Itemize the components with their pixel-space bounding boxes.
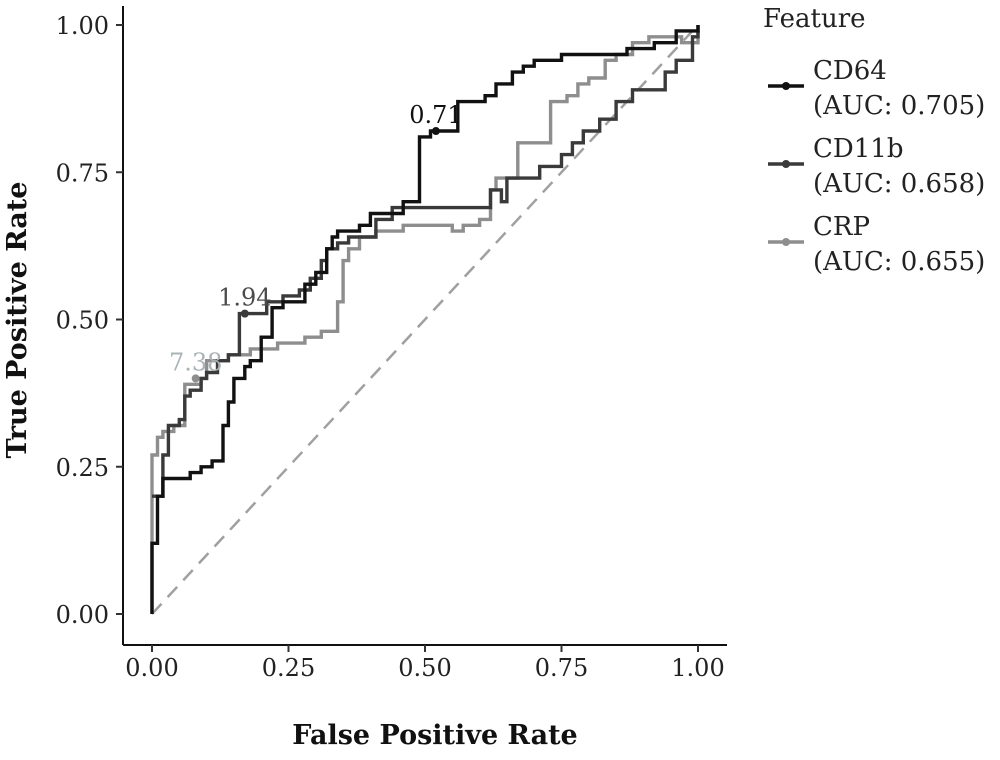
legend-auc-cd64: (AUC: 0.705) — [813, 91, 985, 121]
x-tick-label: 0.00 — [125, 654, 178, 682]
y-tick-label: 0.00 — [56, 601, 109, 629]
axes: 0.00 0.25 0.50 0.75 1.00 0.00 0.25 0.50 0.75 1.00 — [56, 6, 727, 682]
legend-key-point-cd11b — [782, 160, 790, 168]
threshold-label-crp: 7.38 — [169, 348, 222, 376]
threshold-label-cd64: 0.71 — [409, 101, 462, 129]
series-line-cd64 — [150, 25, 700, 614]
y-tick-label: 0.25 — [56, 454, 109, 482]
threshold-point-crp — [191, 374, 200, 383]
series-line-cd11b — [152, 25, 700, 498]
legend-label-cd11b: CD11b — [813, 134, 903, 164]
legend-title: Feature — [763, 4, 866, 34]
threshold-point-cd64 — [431, 127, 440, 136]
threshold-point-cd11b — [240, 309, 249, 318]
x-tick-label: 0.50 — [398, 654, 451, 682]
legend-key-point-crp — [782, 238, 790, 246]
legend-key-point-cd64 — [782, 82, 790, 90]
x-tick-label: 1.00 — [671, 654, 724, 682]
legend-auc-cd11b: (AUC: 0.658) — [813, 169, 985, 199]
legend-label-cd64: CD64 — [813, 56, 887, 86]
y-tick-label: 0.75 — [56, 159, 109, 187]
x-tick-label: 0.25 — [262, 654, 315, 682]
x-axis-title: False Positive Rate — [292, 720, 577, 751]
y-tick-label: 0.50 — [56, 307, 109, 335]
y-axis-title: True Positive Rate — [2, 182, 33, 459]
plot-area: 0.71 1.94 7.38 — [150, 24, 700, 615]
legend: Feature CD64 (AUC: 0.705) CD11b (AUC: 0.658… — [763, 4, 985, 277]
threshold-label-cd11b: 1.94 — [218, 284, 271, 312]
reference-diagonal-line — [151, 24, 699, 615]
legend-auc-crp: (AUC: 0.655) — [813, 247, 985, 277]
y-tick-label: 1.00 — [56, 12, 109, 40]
legend-label-crp: CRP — [813, 212, 870, 242]
x-tick-label: 0.75 — [535, 654, 588, 682]
